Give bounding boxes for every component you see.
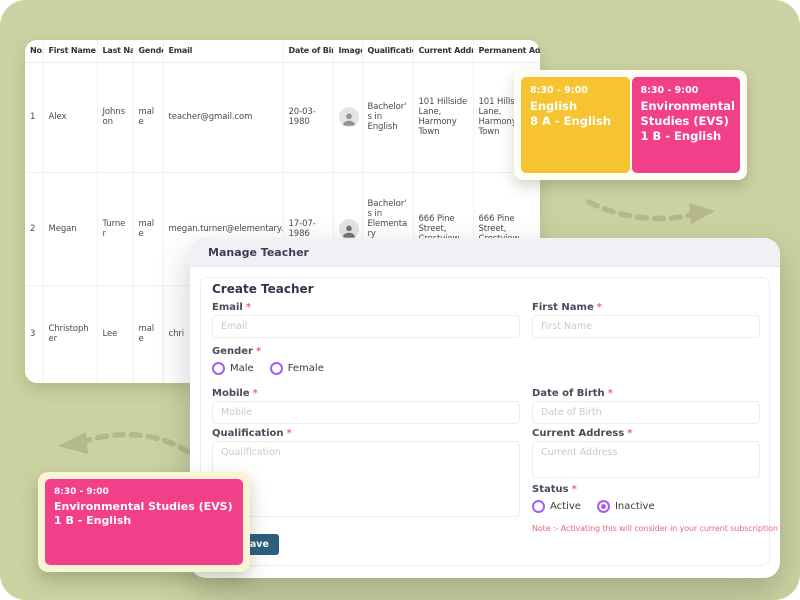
qualification-field[interactable] (212, 441, 520, 517)
cell-gender: male (133, 172, 164, 286)
slot-time: 8:30 - 9:00 (54, 487, 109, 497)
cell-first-name: Alex (43, 62, 98, 173)
col-header-last-name: Last Name (97, 40, 134, 63)
cell-last-name: Johnson (97, 62, 134, 173)
cell-first-name: Christopher (43, 285, 98, 383)
radio-icon (212, 362, 225, 375)
dob-field[interactable] (532, 401, 760, 424)
cell-image (333, 62, 363, 173)
slot-subject: Environmental Studies (EVS) (54, 500, 233, 513)
subscription-note: Note :- Activating this will consider in… (532, 524, 780, 533)
slot-subject: Environmental Studies (EVS) (640, 99, 735, 128)
current-address-field[interactable] (532, 441, 760, 478)
slot-class: 1 B - English (640, 128, 722, 143)
email-label: Email * (212, 302, 252, 313)
status-radio-group: Active Inactive (532, 500, 655, 513)
gender-female-radio[interactable]: Female (269, 362, 324, 375)
col-header-current-address: Current Address (413, 40, 474, 63)
cell-last-name: Lee (97, 285, 134, 383)
radio-label: Male (230, 363, 254, 374)
gender-radio-group: Male Female (212, 362, 324, 375)
mobile-label: Mobile * (212, 388, 258, 399)
cell-email: teacher@gmail.com (163, 62, 284, 173)
col-header-permanent-address: Permanent Address (473, 40, 540, 63)
col-header-qualification: Qualification (362, 40, 414, 63)
status-inactive-radio[interactable]: Inactive (596, 500, 655, 513)
radio-icon (269, 362, 283, 375)
teacher-avatar-icon (338, 218, 359, 239)
modal-title: Manage Teacher (190, 238, 780, 267)
cell-gender: male (133, 285, 164, 383)
email-field[interactable] (212, 315, 520, 338)
cell-first-name: Megan (43, 172, 98, 286)
col-header-no: No. (25, 40, 44, 63)
radio-checked-icon (596, 500, 610, 513)
cell-dob: 20-03-1980 (283, 62, 334, 173)
form-heading: Create Teacher (212, 282, 314, 296)
status-label: Status * (532, 484, 577, 495)
cell-last-name: Turner (97, 172, 134, 286)
col-header-image: Image (333, 40, 363, 63)
timetable-slot-evs[interactable]: 8:30 - 9:00 Environmental Studies (EVS) … (631, 77, 740, 173)
cell-no: 2 (25, 172, 44, 286)
dob-label: Date of Birth * (532, 388, 613, 399)
slot-subject: English (530, 99, 578, 113)
timetable-slot-english[interactable]: 8:30 - 9:00 English 8 A - English (521, 77, 630, 173)
radio-icon (532, 500, 545, 513)
current-address-label: Current Address * (532, 428, 633, 439)
gender-male-radio[interactable]: Male (212, 362, 254, 375)
mobile-field[interactable] (212, 401, 520, 424)
cell-gender: male (133, 62, 164, 173)
col-header-dob: Date of Birth (283, 40, 334, 63)
status-active-radio[interactable]: Active (532, 500, 581, 513)
first-name-field[interactable] (532, 315, 760, 338)
cell-qualification: Bachelor's in English (362, 62, 414, 173)
timetable-slot-evs[interactable]: 8:30 - 9:00 Environmental Studies (EVS) … (45, 479, 243, 565)
timetable-card-top: 8:30 - 9:00 English 8 A - English 8:30 -… (514, 70, 747, 180)
col-header-email: Email (163, 40, 284, 63)
slot-class: 1 B - English (54, 514, 132, 528)
table-row: 1 Alex Johnson male teacher@gmail.com 20… (25, 62, 540, 173)
col-header-gender: Gender (133, 40, 164, 63)
teacher-avatar-icon (338, 107, 359, 127)
cell-no: 1 (25, 62, 44, 173)
timetable-card-bottom: 8:30 - 9:00 Environmental Studies (EVS) … (38, 472, 250, 572)
first-name-label: First Name * (532, 302, 602, 313)
radio-label: Female (287, 363, 324, 374)
radio-label: Active (550, 501, 581, 512)
gender-label: Gender * (212, 346, 262, 357)
slot-time: 8:30 - 9:00 (640, 85, 699, 96)
manage-teacher-modal: Manage Teacher Create Teacher Email* Gen… (190, 238, 780, 578)
dashed-arrow-right-icon (586, 199, 715, 224)
col-header-first-name: First Name (43, 40, 98, 63)
radio-label: Inactive (614, 501, 655, 512)
cell-current-address: 101 Hillside Lane, Harmony Town (413, 62, 474, 173)
slot-time: 8:30 - 9:00 (530, 85, 588, 96)
slot-class: 8 A - English (530, 113, 611, 128)
qualification-label: Qualification * (212, 428, 292, 439)
dashed-arrow-left-icon (58, 431, 191, 455)
cell-no: 3 (25, 285, 44, 383)
table-header-row: No. First Name Last Name Gender Email Da… (25, 40, 540, 63)
